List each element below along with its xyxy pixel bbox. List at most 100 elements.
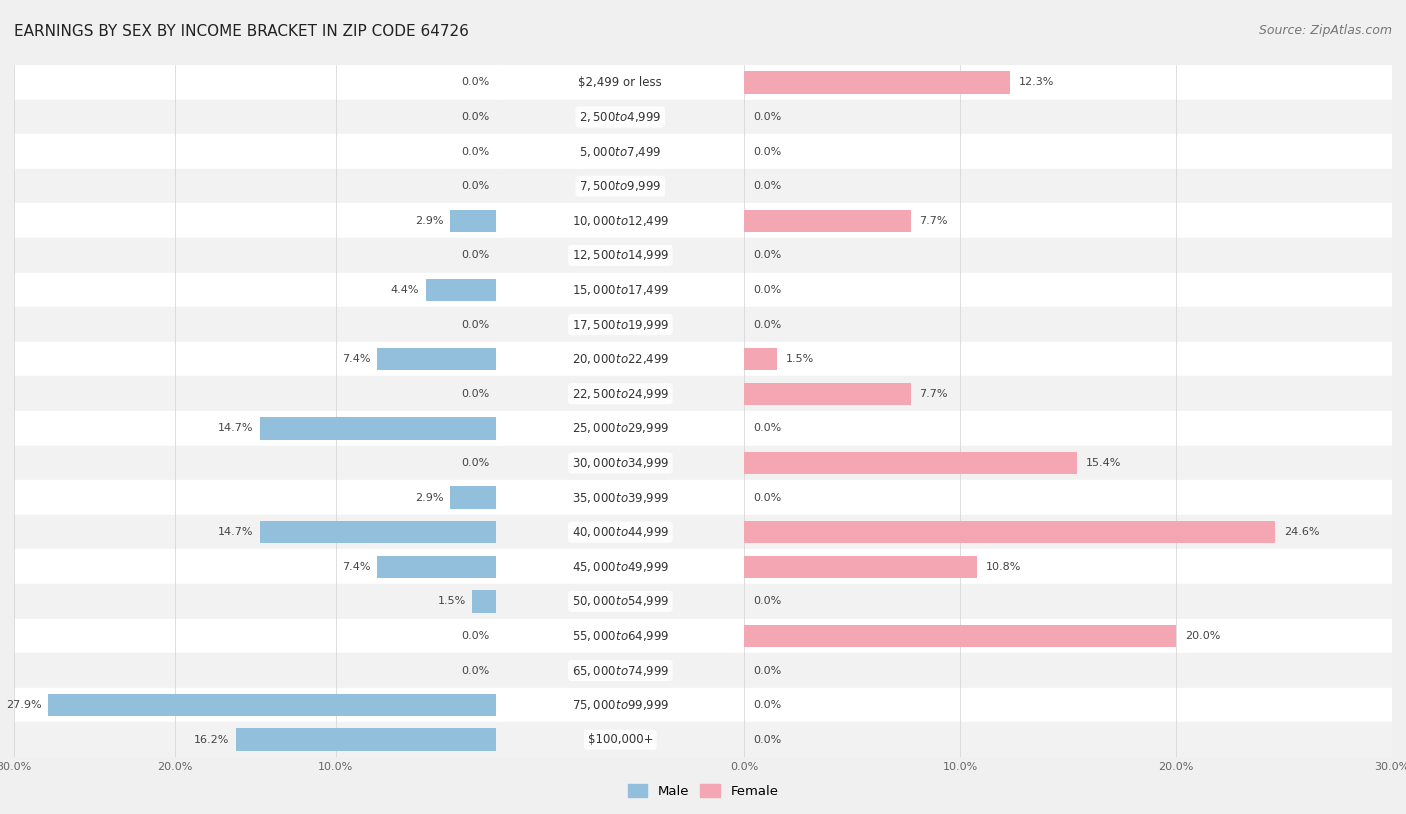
Bar <box>744 273 1392 307</box>
Bar <box>472 590 496 613</box>
Bar <box>14 376 496 411</box>
Text: $45,000 to $49,999: $45,000 to $49,999 <box>572 560 669 574</box>
Text: 10.8%: 10.8% <box>986 562 1022 571</box>
Text: $35,000 to $39,999: $35,000 to $39,999 <box>572 491 669 505</box>
Bar <box>496 584 744 619</box>
Bar <box>450 486 496 509</box>
Bar <box>14 273 496 307</box>
Text: 24.6%: 24.6% <box>1284 527 1319 537</box>
Text: 0.0%: 0.0% <box>754 666 782 676</box>
Bar <box>744 446 1392 480</box>
Bar <box>744 65 1392 99</box>
Text: 0.0%: 0.0% <box>754 492 782 502</box>
Bar <box>496 723 744 757</box>
Bar <box>744 480 1392 515</box>
Bar <box>744 209 911 232</box>
Bar <box>744 555 977 578</box>
Bar <box>14 446 496 480</box>
Text: 0.0%: 0.0% <box>461 631 489 641</box>
Bar <box>14 653 496 688</box>
Bar <box>14 411 496 446</box>
Bar <box>260 521 496 544</box>
Bar <box>744 383 911 405</box>
Text: 0.0%: 0.0% <box>461 251 489 260</box>
Text: 7.7%: 7.7% <box>920 216 948 225</box>
Text: $40,000 to $44,999: $40,000 to $44,999 <box>572 525 669 539</box>
Text: $30,000 to $34,999: $30,000 to $34,999 <box>572 456 669 470</box>
Text: $5,000 to $7,499: $5,000 to $7,499 <box>579 145 662 159</box>
Text: 0.0%: 0.0% <box>754 251 782 260</box>
Bar <box>236 729 496 751</box>
Text: 0.0%: 0.0% <box>461 147 489 156</box>
Bar <box>744 169 1392 204</box>
Text: $2,499 or less: $2,499 or less <box>578 76 662 89</box>
Bar <box>496 99 744 134</box>
Bar <box>14 514 496 549</box>
Bar <box>14 99 496 134</box>
Text: 0.0%: 0.0% <box>461 389 489 399</box>
Text: 0.0%: 0.0% <box>754 597 782 606</box>
Bar <box>14 169 496 204</box>
Text: 1.5%: 1.5% <box>786 354 814 364</box>
Text: $20,000 to $22,499: $20,000 to $22,499 <box>572 352 669 366</box>
Bar <box>496 342 744 376</box>
Bar <box>744 99 1392 134</box>
Legend: Male, Female: Male, Female <box>623 778 783 803</box>
Text: 14.7%: 14.7% <box>218 527 253 537</box>
Text: 0.0%: 0.0% <box>754 320 782 330</box>
Text: $22,500 to $24,999: $22,500 to $24,999 <box>572 387 669 400</box>
Bar <box>14 619 496 653</box>
Bar <box>744 624 1175 647</box>
Text: $15,000 to $17,499: $15,000 to $17,499 <box>572 283 669 297</box>
Text: 27.9%: 27.9% <box>6 700 41 710</box>
Bar <box>496 653 744 688</box>
Bar <box>744 452 1077 475</box>
Text: $12,500 to $14,999: $12,500 to $14,999 <box>572 248 669 262</box>
Text: 7.7%: 7.7% <box>920 389 948 399</box>
Bar <box>496 619 744 653</box>
Bar <box>744 411 1392 446</box>
Text: Source: ZipAtlas.com: Source: ZipAtlas.com <box>1258 24 1392 37</box>
Text: 0.0%: 0.0% <box>754 147 782 156</box>
Bar <box>48 694 496 716</box>
Text: $17,500 to $19,999: $17,500 to $19,999 <box>572 317 669 331</box>
Bar <box>14 584 496 619</box>
Text: 16.2%: 16.2% <box>194 735 229 745</box>
Text: $50,000 to $54,999: $50,000 to $54,999 <box>572 594 669 608</box>
Bar <box>744 584 1392 619</box>
Bar <box>14 238 496 273</box>
Bar <box>496 169 744 204</box>
Bar <box>744 134 1392 169</box>
Bar <box>496 549 744 584</box>
Bar <box>496 307 744 342</box>
Text: 0.0%: 0.0% <box>461 77 489 87</box>
Text: $2,500 to $4,999: $2,500 to $4,999 <box>579 110 662 124</box>
Bar <box>496 134 744 169</box>
Bar <box>744 307 1392 342</box>
Text: 4.4%: 4.4% <box>391 285 419 295</box>
Bar <box>744 348 776 370</box>
Text: 12.3%: 12.3% <box>1018 77 1054 87</box>
Bar <box>450 209 496 232</box>
Bar <box>744 376 1392 411</box>
Text: $75,000 to $99,999: $75,000 to $99,999 <box>572 698 669 712</box>
Bar <box>496 65 744 99</box>
Bar <box>14 688 496 723</box>
Text: EARNINGS BY SEX BY INCOME BRACKET IN ZIP CODE 64726: EARNINGS BY SEX BY INCOME BRACKET IN ZIP… <box>14 24 470 39</box>
Bar <box>744 204 1392 238</box>
Bar <box>496 204 744 238</box>
Bar <box>744 723 1392 757</box>
Text: 0.0%: 0.0% <box>754 182 782 191</box>
Text: 14.7%: 14.7% <box>218 423 253 433</box>
Bar <box>744 514 1392 549</box>
Bar <box>744 619 1392 653</box>
Bar <box>14 480 496 515</box>
Bar <box>14 342 496 376</box>
Bar <box>426 278 496 301</box>
Text: 0.0%: 0.0% <box>754 285 782 295</box>
Text: 0.0%: 0.0% <box>754 423 782 433</box>
Bar <box>14 204 496 238</box>
Bar <box>14 723 496 757</box>
Bar <box>14 307 496 342</box>
Text: 0.0%: 0.0% <box>461 320 489 330</box>
